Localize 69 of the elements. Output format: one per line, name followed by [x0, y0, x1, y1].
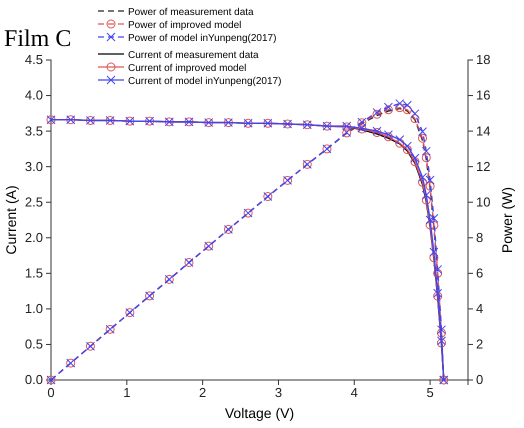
legend-label: Current of model inYunpeng(2017) [128, 76, 282, 87]
y2-tick-label: 10 [476, 194, 490, 210]
chart-title: Film C [4, 26, 72, 52]
point [418, 127, 428, 136]
point [395, 103, 404, 112]
y2-axis-title: Power (W) [499, 186, 515, 254]
point [429, 248, 438, 256]
y2-tick-label: 2 [476, 336, 484, 352]
y-axis-title: Current (A) [3, 185, 19, 255]
point [422, 190, 431, 200]
point [410, 157, 420, 166]
x-tick-label: 0 [47, 385, 55, 400]
point [422, 196, 431, 205]
y2-tick-label: 12 [476, 158, 490, 174]
point [433, 264, 442, 274]
legend-label: Current of improved model [128, 63, 246, 74]
y2-tick-label: 14 [476, 123, 490, 138]
point [436, 338, 446, 348]
x-tick-label: 5 [426, 385, 434, 400]
point [384, 105, 393, 114]
legend-label: Power of model inYunpeng(2017) [128, 33, 276, 44]
point [395, 135, 404, 144]
point [402, 145, 412, 154]
y-tick-label: 1.0 [24, 301, 43, 316]
y2-tick-label: 8 [476, 230, 484, 245]
y2-tick-label: 6 [476, 265, 484, 280]
legend-label: Current of measurement data [128, 50, 260, 61]
x-tick-label: 3 [274, 385, 282, 400]
y-tick-label: 1.5 [24, 265, 43, 280]
point [410, 114, 420, 124]
point [402, 105, 412, 114]
legend-label: Power of measurement data [128, 7, 254, 18]
point [395, 138, 404, 148]
y-tick-label: 3.5 [24, 123, 43, 138]
point [426, 216, 435, 224]
x-axis-title: Voltage (V) [224, 405, 294, 421]
y-tick-label: 4.0 [24, 88, 43, 103]
x-tick-label: 4 [350, 385, 358, 400]
point [402, 142, 412, 151]
y-tick-label: 2.0 [24, 230, 43, 245]
point [426, 182, 435, 191]
point [429, 214, 438, 223]
y-tick-label: 4.5 [24, 52, 43, 68]
point [436, 336, 446, 346]
point [410, 109, 420, 118]
point [422, 153, 431, 162]
y-tick-label: 0.0 [24, 372, 43, 388]
point [433, 268, 442, 278]
point [426, 220, 435, 230]
y-tick-label: 3.0 [24, 158, 43, 174]
x-tick-label: 2 [199, 385, 206, 400]
legend-label: Power of improved model [128, 20, 242, 31]
x-tick-label: 1 [123, 385, 130, 400]
point [418, 134, 428, 143]
point [433, 292, 442, 301]
point [410, 154, 420, 163]
point [418, 178, 428, 187]
point [384, 102, 393, 112]
y2-tick-label: 18 [476, 52, 490, 68]
y2-tick-label: 16 [476, 88, 490, 103]
point [436, 328, 446, 338]
point [433, 288, 442, 298]
point [422, 146, 431, 156]
y2-tick-label: 0 [476, 372, 484, 388]
y2-tick-label: 4 [476, 301, 484, 316]
point [436, 325, 446, 334]
y-tick-label: 0.5 [24, 336, 43, 352]
y-tick-label: 2.5 [24, 194, 43, 210]
point [429, 253, 438, 262]
